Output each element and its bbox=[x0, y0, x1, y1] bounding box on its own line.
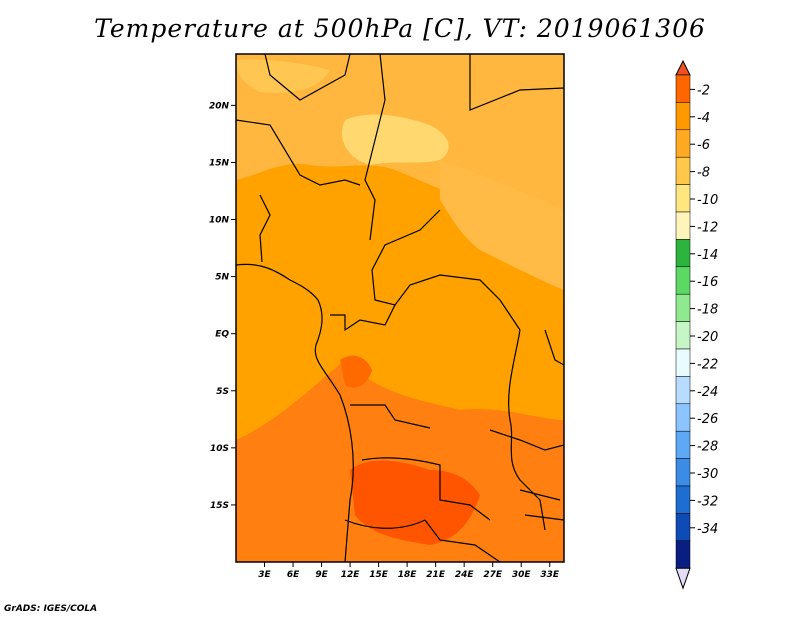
colorbar-swatch bbox=[675, 458, 691, 487]
lon-tick-label: 30E bbox=[512, 570, 532, 580]
colorbar-swatch bbox=[675, 129, 691, 158]
colorbar-label: -18 bbox=[697, 303, 718, 318]
lon-tick-label: 24E bbox=[455, 570, 475, 580]
lat-tick-label: EQ bbox=[215, 330, 229, 340]
colorbar-label: -4 bbox=[697, 111, 710, 126]
lat-tick-label: 10S bbox=[210, 444, 229, 454]
country-borders bbox=[236, 54, 564, 562]
colorbar-swatch bbox=[675, 293, 691, 322]
colorbar-swatch bbox=[675, 102, 691, 131]
lon-tick-label: 33E bbox=[540, 570, 560, 580]
colorbar-swatch bbox=[675, 156, 691, 185]
chart-title: Temperature at 500hPa [C], VT: 201906130… bbox=[94, 14, 706, 43]
colorbar-swatch bbox=[675, 321, 691, 350]
lat-tick-label: 5N bbox=[215, 273, 229, 283]
colorbar-label: -26 bbox=[697, 412, 718, 427]
lon-tick-label: 15E bbox=[369, 570, 389, 580]
temperature-field-warmest bbox=[350, 460, 480, 545]
temperature-field-warm-south bbox=[236, 360, 564, 562]
colorbar-label: -24 bbox=[697, 385, 718, 400]
colorbar-swatch bbox=[675, 376, 691, 405]
map-area bbox=[235, 53, 565, 563]
colorbar-label: -16 bbox=[697, 275, 718, 290]
colorbar-swatch bbox=[675, 348, 691, 377]
lon-tick-label: 6E bbox=[287, 570, 300, 580]
longitude-axis: 3E 6E 9E 12E 15E 18E 21E 24E 27E 30E 33E bbox=[258, 562, 560, 580]
temperature-field-cool-patch bbox=[236, 59, 330, 93]
lon-tick-label: 27E bbox=[483, 570, 503, 580]
colorbar-label: -6 bbox=[697, 138, 710, 153]
map-frame bbox=[235, 53, 565, 563]
colorbar: -2 -4 -6 -8 -10 -12 -14 -16 -18 -20 -22 -24 -26 -28 -3… bbox=[675, 59, 718, 590]
colorbar-label: -14 bbox=[697, 248, 718, 263]
colorbar-swatch bbox=[675, 485, 691, 514]
lat-tick-label: 15S bbox=[210, 501, 229, 511]
colorbar-top-arrow bbox=[675, 59, 691, 76]
colorbar-label: -20 bbox=[697, 330, 718, 345]
colorbar-swatch bbox=[675, 540, 691, 569]
temperature-field-warm-spot bbox=[340, 355, 372, 388]
colorbar-swatch bbox=[675, 74, 691, 103]
colorbar-swatch bbox=[675, 430, 691, 459]
colorbar-swatch bbox=[675, 266, 691, 295]
colorbar-label: -8 bbox=[697, 166, 710, 181]
grads-credit: GrADS: IGES/COLA bbox=[4, 604, 98, 614]
colorbar-label: -22 bbox=[697, 357, 718, 372]
lat-tick-label: 20N bbox=[209, 101, 230, 111]
temperature-field-cool-east bbox=[440, 160, 564, 290]
lon-tick-label: 18E bbox=[398, 570, 418, 580]
colorbar-label: -34 bbox=[697, 522, 718, 537]
colorbar-label: -12 bbox=[697, 220, 718, 235]
colorbar-label: -10 bbox=[697, 193, 718, 208]
lon-tick-label: 9E bbox=[315, 570, 328, 580]
lat-tick-label: 5S bbox=[216, 387, 229, 397]
lat-tick-label: 15N bbox=[209, 158, 230, 168]
colorbar-label: -32 bbox=[697, 494, 718, 509]
colorbar-label: -28 bbox=[697, 440, 718, 455]
colorbar-swatch bbox=[675, 211, 691, 240]
colorbar-label: -30 bbox=[697, 467, 718, 482]
lon-tick-label: 3E bbox=[258, 570, 271, 580]
colorbar-swatch bbox=[675, 403, 691, 432]
lon-tick-label: 12E bbox=[341, 570, 361, 580]
colorbar-label: -2 bbox=[697, 83, 710, 98]
colorbar-bottom-arrow bbox=[675, 567, 691, 590]
latitude-axis: 20N 15N 10N 5N EQ 5S 10S 15S bbox=[209, 101, 236, 511]
temperature-field-coolest bbox=[341, 114, 449, 165]
colorbar-swatch bbox=[675, 239, 691, 268]
lon-tick-label: 21E bbox=[426, 570, 446, 580]
lat-tick-label: 10N bbox=[209, 216, 230, 226]
colorbar-swatch bbox=[675, 513, 691, 542]
colorbar-swatch bbox=[675, 184, 691, 213]
